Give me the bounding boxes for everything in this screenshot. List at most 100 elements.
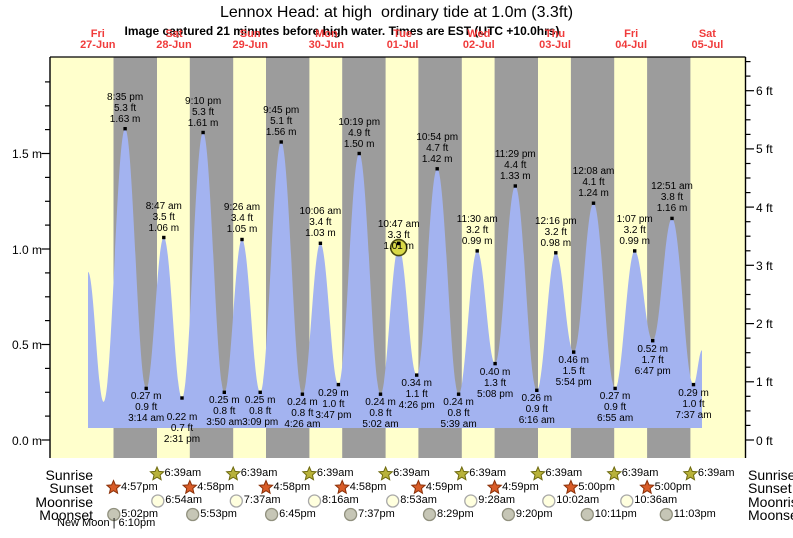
day-label: Sun 29-Jun [232,28,268,51]
tide-annotation-low: 0.24 m 0.8 ft 5:02 am [362,397,399,431]
tide-point-dot [222,390,226,394]
moonrise-row-label-left: Moonrise [35,494,93,510]
sunrise-row-label-right: Sunrise [748,467,793,483]
y-axis-label-right: 2 ft [756,317,773,332]
tide-annotation-high: 8:35 pm 5.3 ft 1.63 m [107,91,144,125]
tide-point-dot [162,235,166,240]
tide-point-dot [651,339,655,343]
moonset-time: 6:45pm [279,507,316,520]
sunset-star-icon [562,479,579,495]
sunrise-star-icon [682,465,699,481]
moonset-row-label-right: Moonset [748,507,793,523]
moonrise-time: 10:02am [556,494,600,506]
sunset-star-icon [334,479,351,495]
sunset-time: 5:00pm [578,480,616,493]
tide-point-dot [201,130,205,135]
y-axis-label-right: 1 ft [756,375,773,390]
sunrise-star-icon [377,465,394,481]
y-axis-label-right: 0 ft [756,433,773,448]
tide-annotation-high: 12:08 am 4.1 ft 1.24 m [572,166,615,200]
y-axis-label-right: 6 ft [756,84,773,99]
tide-annotation-low: 0.40 m 1.3 ft 5:08 pm [477,366,514,400]
tide-point-dot [691,382,696,387]
sunrise-row-label-left: Sunrise [45,467,93,483]
tide-annotation-high: 9:45 pm 5.1 ft 1.56 m [263,105,300,138]
tide-point-dot [572,350,576,354]
moonset-time: 9:20pm [515,507,553,520]
sunset-time: 4:57pm [121,480,158,493]
sunset-star-icon [410,479,427,495]
tide-point-dot [554,251,558,255]
y-axis-label-left: 0.5 m [11,338,42,352]
sunset-star-icon [258,479,274,495]
tide-point-dot [258,390,262,394]
tide-point-dot [279,140,283,144]
current-tide-marker [389,238,408,257]
tide-annotation-high: 10:19 pm 4.9 ft 1.50 m [338,116,381,150]
tide-annotation-high: 9:26 am 3.4 ft 1.05 m [223,202,261,236]
sunrise-time: 6:39am [469,467,506,479]
tide-annotation-high: 8:47 am 3.5 ft 1.06 m [145,200,182,234]
moonrise-circle-icon [307,494,322,508]
moonset-time: 7:37pm [358,507,395,520]
moonrise-time: 8:16am [322,494,359,506]
moonset-time: 11:03pm [673,507,716,520]
tide-point-dot [300,392,305,396]
sunset-row-label-right: Sunset [748,480,792,496]
tide-point-dot [144,386,148,391]
sunset-time: 4:58pm [273,480,311,493]
sunrise-star-icon [301,465,318,481]
moonset-time: 8:29pm [437,507,474,520]
day-label: Wed 02-Jul [462,28,495,51]
tide-point-dot [513,184,517,188]
moonset-time: 10:11pm [594,507,637,520]
tide-point-dot [180,396,184,400]
tide-annotation-low: 0.25 m 0.8 ft 3:50 am [206,395,243,429]
day-label: Tue 01-Jul [386,28,419,51]
tide-point-dot [435,167,439,171]
moonset-circle-icon [343,507,358,522]
sunrise-time: 6:39am [545,467,583,479]
tide-point-dot [357,151,361,156]
sunrise-star-icon [149,465,165,481]
day-label: Fri 04-Jul [615,28,648,51]
sunset-time: 4:59pm [502,480,539,493]
tide-annotation-low: 0.52 m 1.7 ft 6:47 pm [634,343,671,377]
day-label: Sat 28-Jun [156,28,192,51]
sunset-time: 4:58pm [197,480,234,493]
tide-annotation-high: 11:30 am 3.2 ft 0.99 m [456,213,498,247]
day-label: Mon 30-Jun [308,28,345,51]
moonrise-circle-icon [620,494,634,508]
tide-annotation-high: 10:54 pm 4.7 ft 1.42 m [416,131,459,165]
tide-point-dot [456,392,461,396]
moonset-circle-icon [264,507,279,522]
tide-annotation-high: 11:29 pm 4.4 ft 1.33 m [494,149,536,182]
tide-point-dot [475,249,479,253]
tide-annotation-high: 1:07 pm 3.2 ft 0.99 m [616,213,653,247]
sunrise-time: 6:39am [240,467,278,479]
moonrise-circle-icon [542,494,556,508]
moonrise-time: 8:53am [400,494,437,506]
y-axis-label-right: 5 ft [756,142,773,157]
tide-point-dot [123,127,127,131]
y-axis-label-right: 4 ft [756,200,773,215]
moonrise-circle-icon [151,494,165,508]
sunset-star-icon [486,479,503,495]
sunrise-time: 6:39am [393,467,430,479]
moonrise-row-label-right: Moonrise [748,494,793,510]
tide-point-dot [670,216,674,221]
tide-annotation-high: 12:16 pm 3.2 ft 0.98 m [534,215,577,249]
sunset-row-label-left: Sunset [49,480,93,496]
moonset-circle-icon [422,507,437,522]
tide-annotation-high: 9:10 pm 5.3 ft 1.61 m [185,95,222,129]
sunrise-star-icon [530,465,546,481]
moonset-circle-icon [659,507,673,522]
moonrise-circle-icon [464,494,478,508]
y-axis-label-right: 3 ft [756,258,773,273]
tide-point-dot [336,382,341,387]
tide-annotation-high: 12:51 am 3.8 ft 1.16 m [651,181,693,215]
tide-point-dot [396,241,401,246]
sunrise-star-icon [225,465,242,481]
moonset-circle-icon [107,507,121,522]
